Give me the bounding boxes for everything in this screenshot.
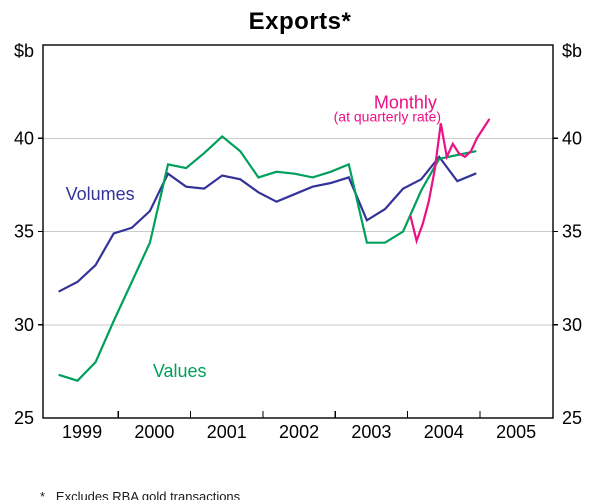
y-unit-left: $b: [14, 41, 34, 61]
x-label-1999: 1999: [62, 422, 102, 442]
x-label-2004: 2004: [424, 422, 464, 442]
values-label: Values: [153, 361, 207, 381]
chart-title: Exports*: [248, 8, 352, 35]
y-label-left-30: 30: [14, 315, 34, 335]
x-label-2000: 2000: [134, 422, 174, 442]
y-label-right-25: 25: [562, 408, 582, 428]
footnote-asterisk: * Excludes RBA gold transactions: [40, 489, 241, 500]
x-label-2003: 2003: [351, 422, 391, 442]
y-label-right-30: 30: [562, 315, 582, 335]
series-values-line: [58, 134, 477, 382]
x-label-2002: 2002: [279, 422, 319, 442]
monthly-sublabel: (at quarterly rate): [334, 108, 441, 124]
y-label-right-35: 35: [562, 222, 582, 242]
x-label-2005: 2005: [496, 422, 536, 442]
volumes-label: Volumes: [66, 184, 135, 204]
footnotes: * Excludes RBA gold transactions Source:…: [40, 452, 240, 500]
series-monthly-line: [409, 118, 491, 245]
y-label-left-40: 40: [14, 128, 34, 148]
y-label-left-25: 25: [14, 408, 34, 428]
x-label-2001: 2001: [207, 422, 247, 442]
y-label-right-40: 40: [562, 128, 582, 148]
y-unit-right: $b: [562, 41, 582, 61]
monthly-label: Monthly: [374, 92, 437, 112]
y-label-left-35: 35: [14, 222, 34, 242]
series-volumes-line: [58, 155, 477, 293]
